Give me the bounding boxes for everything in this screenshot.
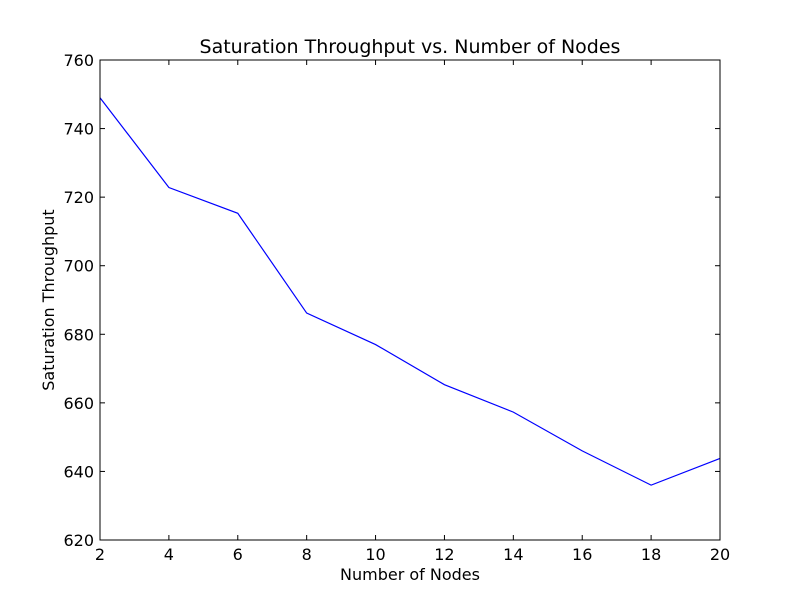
x-tick-label: 18: [641, 545, 661, 564]
y-tick-label: 660: [63, 394, 94, 413]
y-axis-label: Saturation Throughput: [39, 209, 58, 390]
y-tick-label: 700: [63, 257, 94, 276]
plot-frame: [99, 59, 721, 541]
x-tick-label: 14: [503, 545, 523, 564]
y-tick-label: 680: [63, 325, 94, 344]
x-tick-label: 10: [365, 545, 385, 564]
y-tick-label: 720: [63, 188, 94, 207]
y-tick-label: 640: [63, 462, 94, 481]
x-tick-label: 6: [233, 545, 243, 564]
x-tick-label: 20: [710, 545, 730, 564]
series-line-0: [99, 97, 721, 486]
y-tick-label: 740: [63, 120, 94, 139]
x-tick-label: 4: [164, 545, 174, 564]
x-axis-label: Number of Nodes: [340, 565, 480, 584]
axis-ticks: 2 4 6 8 10 12 14 16 18 20 620 640 660 680 700 720 740 760: [63, 51, 730, 564]
y-tick-label: 760: [63, 51, 94, 70]
chart-title: Saturation Throughput vs. Number of Node…: [200, 36, 621, 58]
x-tick-label: 16: [572, 545, 592, 564]
x-tick-label: 12: [434, 545, 454, 564]
x-tick-label: 2: [95, 545, 105, 564]
y-tick-label: 620: [63, 531, 94, 550]
x-tick-label: 8: [302, 545, 312, 564]
series-layer: [99, 97, 721, 486]
